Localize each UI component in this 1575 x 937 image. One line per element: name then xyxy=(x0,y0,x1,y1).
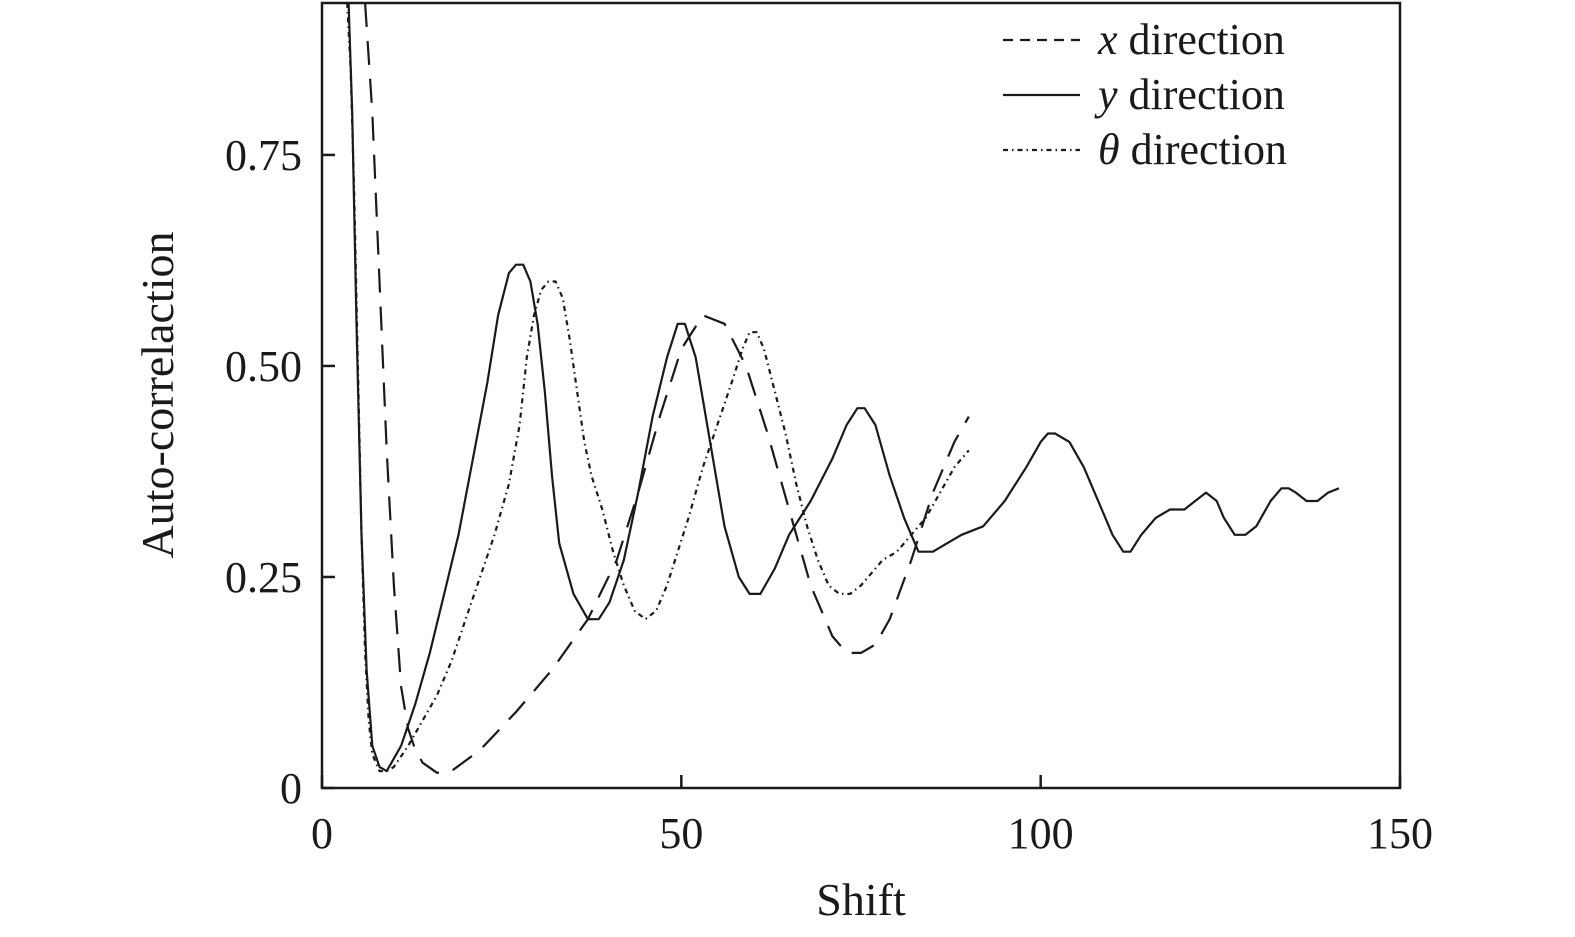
x-axis-title: Shift xyxy=(816,874,906,925)
legend-label: x direction xyxy=(1097,15,1285,64)
y-tick-label: 0.75 xyxy=(225,131,302,180)
series-layer xyxy=(346,3,1340,774)
legend-variable: x xyxy=(1097,15,1118,64)
y-axis: 0 0.25 0.50 0.75 xyxy=(225,131,335,813)
legend-label: θ direction xyxy=(1098,125,1287,174)
series-line-solid xyxy=(347,3,1340,773)
series-line-dashed xyxy=(364,3,970,774)
x-tick-label: 150 xyxy=(1367,809,1433,858)
legend-text: direction xyxy=(1120,125,1287,174)
legend-text: direction xyxy=(1118,15,1285,64)
x-tick-label: 0 xyxy=(311,809,333,858)
series-line-dashdot xyxy=(346,3,970,773)
plot-frame xyxy=(320,1,1402,790)
y-axis-title: Auto-correlaction xyxy=(132,232,183,559)
legend-variable: θ xyxy=(1098,125,1120,174)
y-tick-label: 0 xyxy=(280,764,302,813)
legend-variable: y xyxy=(1094,70,1118,119)
x-axis: 0 50 100 150 xyxy=(311,775,1433,858)
legend-text: direction xyxy=(1118,70,1285,119)
x-tick-label: 50 xyxy=(659,809,703,858)
y-tick-label: 0.25 xyxy=(225,553,302,602)
x-tick-label: 100 xyxy=(1008,809,1074,858)
y-tick-label: 0.50 xyxy=(225,342,302,391)
legend-label: y direction xyxy=(1094,70,1285,119)
